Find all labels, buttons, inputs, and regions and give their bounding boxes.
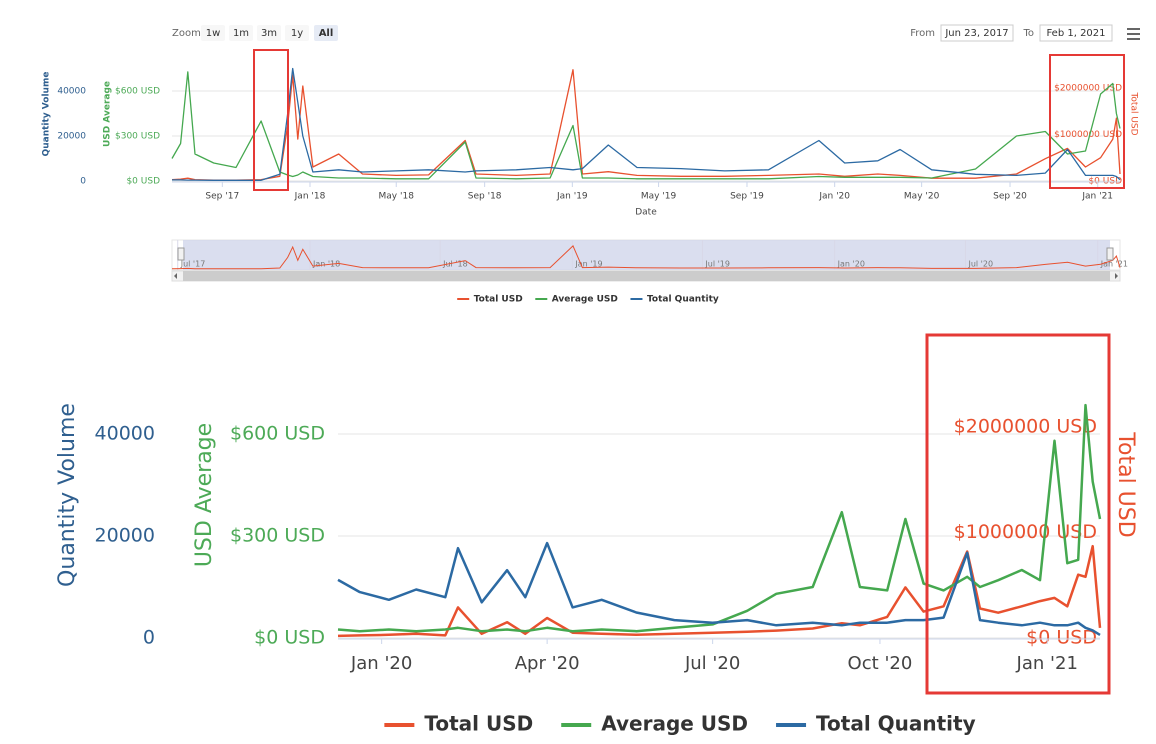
x-tick-label: Sep '20 <box>993 192 1027 202</box>
x-tick-label: Jan '21 <box>1016 653 1078 674</box>
highlight-box <box>1049 54 1125 189</box>
from-input[interactable] <box>940 24 1014 42</box>
to-value: Feb 1, 2021 <box>1046 28 1105 39</box>
y2-tick-label: $1000000 USD <box>954 521 1097 543</box>
navigator-tick-label: Jan '19 <box>574 260 602 269</box>
x-tick-label: Jan '18 <box>294 192 326 202</box>
y-tick-label: 20000 <box>95 525 155 547</box>
series-line <box>337 403 1102 633</box>
menu-icon[interactable] <box>1127 28 1140 40</box>
y-tick-label: 0 <box>80 177 86 187</box>
y3-tick-label: $600 USD <box>115 87 160 97</box>
x-tick-label: May '18 <box>379 192 415 202</box>
y-axis-title: Quantity Volume <box>42 72 52 157</box>
y-tick-label: 40000 <box>95 423 155 445</box>
to-input[interactable] <box>1039 24 1113 42</box>
x-tick-label: Jul '20 <box>684 653 740 674</box>
legend-label: Total USD <box>474 295 523 305</box>
y3-tick-label: $600 USD <box>230 423 325 445</box>
series-line <box>171 71 1121 180</box>
from-value: Jun 23, 2017 <box>944 28 1008 39</box>
navigator-tick-label: Jul '18 <box>442 260 468 269</box>
navigator-line <box>171 245 1121 270</box>
y2-axis-title: Total USD <box>1113 431 1138 537</box>
zoom-button-label: 1m <box>233 28 249 39</box>
x-tick-label: Sep '18 <box>468 192 502 202</box>
navigator-tick-label: Jan '20 <box>837 260 865 269</box>
y2-axis-title: Total USD <box>1129 91 1139 135</box>
legend-label: Total Quantity <box>647 295 719 305</box>
y3-axis-title: USD Average <box>192 423 217 567</box>
y3-tick-label: $300 USD <box>115 132 160 142</box>
series-line <box>337 544 1102 638</box>
legend-label: Total USD <box>424 712 533 736</box>
highlight-box <box>925 333 1111 695</box>
navigator-tick-label: Jul '17 <box>180 260 206 269</box>
to-label: To <box>1022 28 1034 39</box>
y2-tick-label: $2000000 USD <box>954 415 1097 437</box>
scrollbar-arrow <box>1115 273 1118 279</box>
scrollbar-arrow <box>174 273 177 279</box>
x-tick-label: Oct '20 <box>848 653 913 674</box>
x-tick-label: Apr '20 <box>515 653 580 674</box>
y3-tick-label: $0 USD <box>254 627 325 649</box>
legend-label: Total Quantity <box>816 712 976 736</box>
navigator-handle[interactable] <box>177 247 185 261</box>
zoom-button-label: All <box>319 28 334 39</box>
legend-label: Average USD <box>601 712 748 736</box>
y2-tick-label: $2000000 USD <box>1054 83 1122 93</box>
scrollbar-thumb[interactable] <box>183 271 1110 281</box>
x-tick-label: May '20 <box>904 192 940 202</box>
navigator-tick-label: Jul '19 <box>704 260 730 269</box>
y2-tick-label: $1000000 USD <box>1054 130 1122 140</box>
x-axis-title: Date <box>635 208 657 218</box>
y-axis-title: Quantity Volume <box>55 403 80 587</box>
x-tick-label: Jan '20 <box>818 192 850 202</box>
zoom-button-label: 1w <box>206 28 221 39</box>
series-line <box>171 69 1121 181</box>
navigator-window <box>183 240 1110 270</box>
zoom-button[interactable] <box>257 25 281 41</box>
legend-label: Average USD <box>552 295 618 305</box>
y3-tick-label: $0 USD <box>126 177 160 187</box>
x-tick-label: Jan '19 <box>556 192 588 202</box>
navigator-handle[interactable] <box>1106 247 1114 261</box>
from-label: From <box>910 28 935 39</box>
zoom-button-label: 3m <box>261 28 277 39</box>
y-tick-label: 20000 <box>57 132 86 142</box>
series-line <box>172 67 1121 181</box>
x-tick-label: Sep '17 <box>205 192 239 202</box>
navigator-tick-label: Jan '18 <box>312 260 340 269</box>
x-tick-label: May '19 <box>641 192 677 202</box>
zoom-button[interactable] <box>201 25 225 41</box>
x-tick-label: Jan '20 <box>350 653 412 674</box>
chart: 0 20000 40000 $0 USD $300 USD $600 USD $0 USD $… <box>55 403 1138 735</box>
zoom-label: Zoom <box>172 28 201 39</box>
y2-tick-label: $0 USD <box>1026 627 1097 649</box>
y-tick-label: 40000 <box>57 87 86 97</box>
navigator-tick-label: Jul '20 <box>967 260 993 269</box>
navigator-tick-label: Jan '21 <box>1100 260 1128 269</box>
zoom-button[interactable] <box>229 25 253 41</box>
y-tick-label: 0 <box>143 627 155 649</box>
highlight-box <box>253 49 289 191</box>
y3-axis-title: USD Average <box>103 81 113 147</box>
x-tick-label: Jan '21 <box>1081 192 1113 202</box>
zoom-button[interactable] <box>285 25 309 41</box>
zoom-button[interactable] <box>314 25 338 41</box>
zoom-button-label: 1y <box>291 28 303 39</box>
x-tick-label: Sep '19 <box>730 192 764 202</box>
series-line <box>337 541 1101 636</box>
y3-tick-label: $300 USD <box>230 525 325 547</box>
